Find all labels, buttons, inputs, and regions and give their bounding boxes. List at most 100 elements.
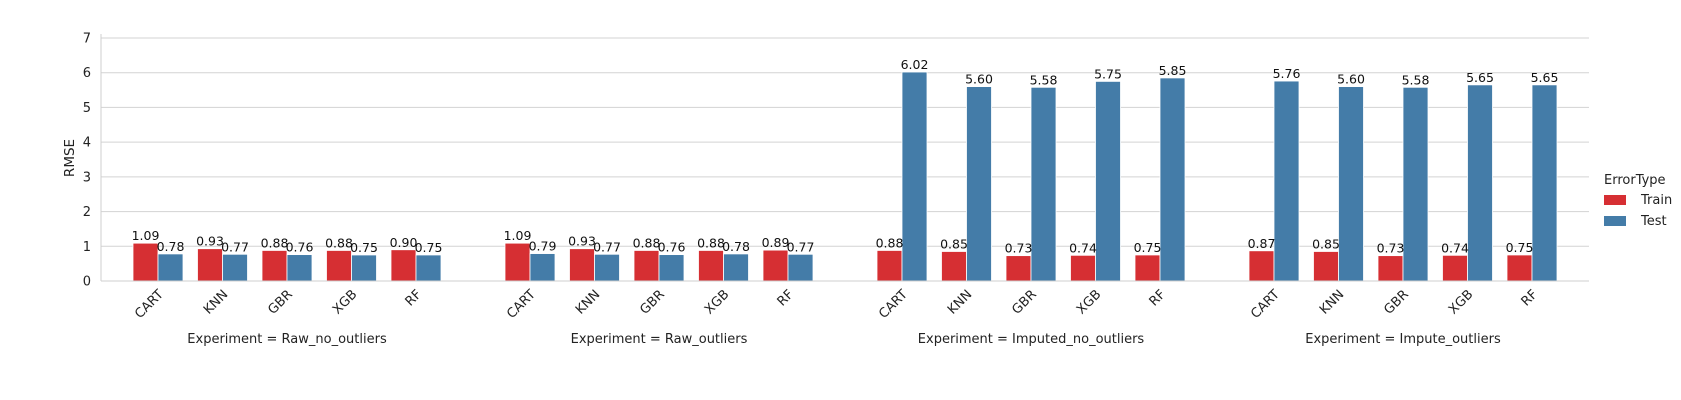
x-tick-label: RF xyxy=(775,287,797,309)
x-tick-label: GBR xyxy=(1381,287,1411,317)
panel-label: Experiment = Raw_outliers xyxy=(571,332,748,347)
bar-train-rf xyxy=(1506,254,1533,282)
bar-value-label: 0.75 xyxy=(1506,240,1534,255)
bar-test-knn xyxy=(222,253,248,282)
bar-train-gbr xyxy=(1005,255,1032,282)
bar-value-label: 0.73 xyxy=(1005,241,1033,256)
x-tick-label: XGB xyxy=(1074,287,1104,317)
bar-train-knn xyxy=(569,248,595,282)
panel-label: Experiment = Impute_outliers xyxy=(1305,332,1501,347)
bar-value-label: 6.02 xyxy=(901,57,929,72)
x-tick-label: KNN xyxy=(573,287,603,317)
bar-value-label: 0.88 xyxy=(325,235,353,250)
bar-train-cart xyxy=(132,242,159,282)
bar-value-label: 5.76 xyxy=(1273,66,1301,81)
bar-train-xgb xyxy=(326,250,352,282)
bar-value-label: 0.85 xyxy=(1312,236,1340,251)
bar-test-cart xyxy=(1273,80,1300,282)
legend-swatch-test xyxy=(1604,216,1626,226)
bar-value-label: 1.09 xyxy=(132,228,160,243)
bar-value-labels: 1.090.78 0.930.77 0.880.76 0.880.75 0.900.75… xyxy=(132,57,1559,256)
bar-test-rf xyxy=(787,253,814,282)
bar-value-label: 0.78 xyxy=(722,239,750,254)
bar-value-label: 0.74 xyxy=(1441,240,1469,255)
bar-value-label: 0.77 xyxy=(787,239,815,254)
bar-value-label: 0.77 xyxy=(593,239,621,254)
bar-test-rf xyxy=(415,254,442,282)
bar-test-rf xyxy=(1531,84,1558,282)
bar-value-label: 0.74 xyxy=(1069,240,1097,255)
bar-test-cart xyxy=(901,71,928,282)
legend-label-test: Test xyxy=(1640,214,1667,229)
bar-value-label: 0.73 xyxy=(1377,241,1405,256)
x-tick-label: GBR xyxy=(265,287,295,317)
bar-train-cart xyxy=(1248,250,1275,282)
bar-train-knn xyxy=(197,248,223,282)
bar-train-gbr xyxy=(633,250,660,282)
bar-value-label: 0.79 xyxy=(529,239,557,254)
bar-test-gbr xyxy=(1030,86,1057,282)
bar-value-label: 0.93 xyxy=(196,234,224,249)
x-tick-label: CART xyxy=(504,287,539,322)
bar-value-label: 0.75 xyxy=(415,240,443,255)
bar-test-xgb xyxy=(1095,80,1121,282)
bar-train-rf xyxy=(762,249,789,282)
x-tick-label: XGB xyxy=(702,287,732,317)
bar-train-gbr xyxy=(261,250,288,282)
bar-train-knn xyxy=(941,251,967,282)
bar-train-rf xyxy=(390,249,417,282)
bar-test-gbr xyxy=(658,254,685,282)
bar-value-label: 0.85 xyxy=(940,236,968,251)
x-tick-label: GBR xyxy=(1009,287,1039,317)
bar-value-label: 0.78 xyxy=(157,239,185,254)
bar-value-label: 0.76 xyxy=(658,240,686,255)
x-tick-label: XGB xyxy=(1446,287,1476,317)
bar-value-label: 0.90 xyxy=(390,235,418,250)
bar-train-xgb xyxy=(1442,254,1468,282)
bar-value-label: 0.88 xyxy=(633,235,661,250)
bar-test-xgb xyxy=(723,253,749,282)
bar-train-xgb xyxy=(1070,254,1096,282)
bar-value-label: 0.77 xyxy=(221,239,249,254)
y-axis-title: RMSE xyxy=(62,139,78,177)
x-tick-label: RF xyxy=(1147,287,1169,309)
legend-label-train: Train xyxy=(1640,193,1672,208)
bar-value-label: 5.65 xyxy=(1466,70,1494,85)
legend: ErrorType Train Test xyxy=(1604,173,1672,229)
grid-lines xyxy=(101,37,1589,282)
panel-label: Experiment = Raw_no_outliers xyxy=(187,332,387,347)
x-tick-label: XGB xyxy=(330,287,360,317)
y-tick-label: 2 xyxy=(83,205,91,220)
panel-label: Experiment = Imputed_no_outliers xyxy=(918,332,1145,347)
y-tick-label: 6 xyxy=(83,66,91,81)
x-tick-label: CART xyxy=(876,287,911,322)
bar-test-knn xyxy=(1338,86,1364,282)
x-tick-label: KNN xyxy=(201,287,231,317)
x-tick-label: RF xyxy=(403,287,425,309)
bar-value-label: 5.75 xyxy=(1094,66,1122,81)
x-tick-label: KNN xyxy=(1317,287,1347,317)
bar-value-label: 5.58 xyxy=(1030,72,1058,87)
bar-value-label: 5.65 xyxy=(1531,70,1559,85)
y-tick-label: 5 xyxy=(83,101,91,116)
bar-value-label: 0.88 xyxy=(697,235,725,250)
y-tick-label: 4 xyxy=(83,136,91,151)
bar-test-xgb xyxy=(351,254,377,282)
bar-test-xgb xyxy=(1467,84,1493,282)
bar-test-rf xyxy=(1159,77,1186,282)
y-tick-label: 1 xyxy=(83,240,91,255)
bar-value-label: 5.58 xyxy=(1402,72,1430,87)
bar-value-label: 5.85 xyxy=(1159,63,1187,78)
bar-value-label: 1.09 xyxy=(504,228,532,243)
bar-test-cart xyxy=(157,253,184,282)
bar-train-gbr xyxy=(1377,255,1404,282)
bar-value-label: 0.75 xyxy=(350,240,378,255)
x-tick-label: RF xyxy=(1519,287,1541,309)
bar-value-label: 0.93 xyxy=(568,234,596,249)
bar-train-cart xyxy=(876,250,903,282)
bar-value-label: 0.87 xyxy=(1248,236,1276,251)
bar-value-label: 0.76 xyxy=(286,240,314,255)
bar-value-label: 0.89 xyxy=(762,235,790,250)
bar-value-label: 0.75 xyxy=(1134,240,1162,255)
